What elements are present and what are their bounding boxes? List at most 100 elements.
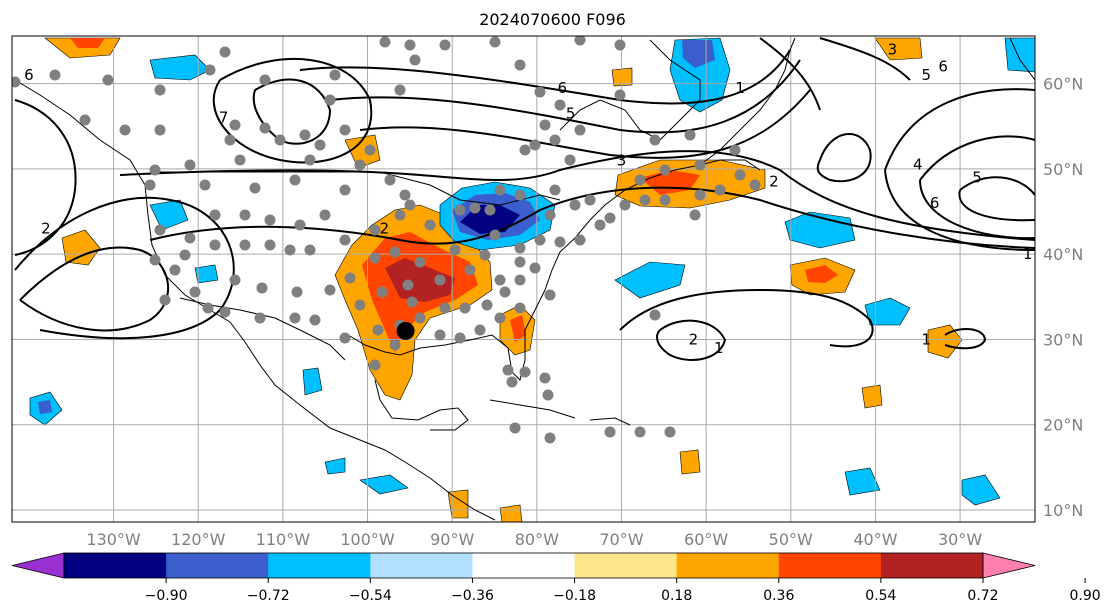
longitude-labels: 130°W 120°W 110°W 100°W 90°W 80°W 70°W 60°W 50°W… xyxy=(86,530,982,549)
station-dot xyxy=(494,312,506,324)
longitude-label: 30°W xyxy=(938,530,982,549)
contour-trough xyxy=(119,150,1035,241)
colorbar-frame xyxy=(63,552,984,579)
station-dot xyxy=(729,144,741,156)
station-dot xyxy=(604,212,616,224)
station-dot xyxy=(184,159,196,171)
station-dot xyxy=(219,306,231,318)
station-dot xyxy=(414,256,426,268)
core-blob-south-central xyxy=(385,258,455,302)
station-dot xyxy=(434,329,446,341)
coastline-west xyxy=(14,79,496,521)
contour-trough2 xyxy=(149,186,1035,249)
contour-ne xyxy=(299,49,791,105)
contour-label: 6 xyxy=(930,194,940,212)
colder-blob-hudson xyxy=(682,40,715,68)
colorbar: −0.90 −0.72 −0.54 −0.36 −0.18 0.18 0.36 0.54 0.7… xyxy=(11,552,1101,604)
station-dot xyxy=(519,144,531,156)
warm-blob-subtrop2 xyxy=(861,384,883,409)
station-dot xyxy=(379,36,391,48)
colorbar-segment xyxy=(880,553,984,578)
station-dot xyxy=(294,219,306,231)
station-dot xyxy=(489,36,501,48)
contour-label: 3 xyxy=(617,151,627,169)
cold-blob-atlantic-3 xyxy=(864,297,911,326)
station-dot xyxy=(344,272,356,284)
station-dot xyxy=(219,46,231,58)
coastline-gulf xyxy=(347,309,536,381)
station-dot xyxy=(509,422,521,434)
station-dot xyxy=(619,199,631,211)
latitude-label: 60°N xyxy=(1043,75,1083,94)
contour-layer xyxy=(14,37,1035,361)
station-dot xyxy=(539,372,551,384)
station-dot xyxy=(649,134,661,146)
longitude-label: 110°W xyxy=(256,530,311,549)
station-dot xyxy=(154,84,166,96)
station-dot xyxy=(144,179,156,191)
station-dot xyxy=(514,302,526,314)
station-dot xyxy=(424,219,436,231)
contour-label: 1 xyxy=(735,79,745,97)
station-dot xyxy=(339,332,351,344)
contour-label: 2 xyxy=(380,220,390,238)
station-dot xyxy=(291,286,303,298)
station-dot xyxy=(376,286,388,298)
station-dot xyxy=(229,119,241,131)
station-dot xyxy=(574,36,586,46)
contour-label: 6 xyxy=(24,66,34,84)
station-dot xyxy=(254,312,266,324)
station-dot xyxy=(369,224,381,236)
station-dot xyxy=(634,426,646,438)
station-dot xyxy=(714,184,726,196)
contour-label: 4 xyxy=(913,156,923,174)
cold-blob-mexico xyxy=(302,367,323,396)
colorbar-tick-label: −0.18 xyxy=(553,588,596,604)
contour-top-ne xyxy=(759,37,821,111)
station-dot xyxy=(49,69,61,81)
contour-atl-low xyxy=(816,133,872,183)
station-dot xyxy=(102,74,114,86)
station-dot xyxy=(694,189,706,201)
colorbar-tick-label: −0.90 xyxy=(145,588,188,604)
station-dot xyxy=(544,289,556,301)
colorbar-tick-label: −0.36 xyxy=(451,588,494,604)
latitude-labels: 60°N 50°N 40°N 30°N 20°N 10°N xyxy=(1043,75,1083,520)
station-dot xyxy=(404,39,416,51)
station-dot xyxy=(684,129,696,141)
latitude-label: 40°N xyxy=(1043,245,1083,264)
station-dot xyxy=(256,282,268,294)
station-dot xyxy=(394,84,406,96)
station-dot xyxy=(494,274,506,286)
station-dot xyxy=(389,246,401,258)
station-dot xyxy=(259,122,271,134)
colorbar-tick-label: −0.72 xyxy=(247,588,290,604)
station-dot xyxy=(529,139,541,151)
station-dot xyxy=(199,179,211,191)
station-dot xyxy=(339,124,351,136)
station-dot xyxy=(324,284,336,296)
station-dot xyxy=(554,236,566,248)
contour-label: 1 xyxy=(921,330,931,348)
station-dot xyxy=(439,302,451,314)
station-dot xyxy=(304,154,316,166)
station-dot xyxy=(149,164,161,176)
station-dot xyxy=(534,86,546,98)
colorbar-tick-label: 0.54 xyxy=(865,588,896,604)
longitude-label: 40°W xyxy=(853,530,897,549)
station-dot xyxy=(364,144,376,156)
station-dot xyxy=(204,64,216,76)
greenland-coast xyxy=(1009,37,1035,81)
station-dot xyxy=(304,244,316,256)
station-dot xyxy=(659,164,671,176)
station-dot xyxy=(394,209,406,221)
station-dot xyxy=(372,324,384,336)
colorbar-tick-label: 0.90 xyxy=(1070,588,1101,604)
station-dot xyxy=(402,279,414,291)
station-dot xyxy=(614,39,626,51)
station-dot xyxy=(154,124,166,136)
latitude-label: 20°N xyxy=(1043,416,1083,435)
station-dot xyxy=(502,364,514,376)
